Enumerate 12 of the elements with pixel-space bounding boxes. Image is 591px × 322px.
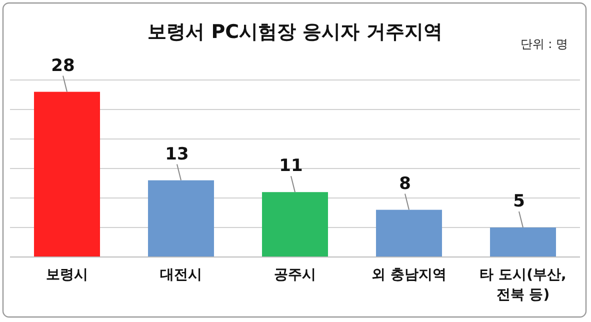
x-tick-label: 보령시 <box>46 267 88 283</box>
data-label: 5 <box>513 192 525 212</box>
x-tick-label: 공주시 <box>274 267 316 283</box>
data-label: 11 <box>279 156 303 176</box>
data-label: 13 <box>165 144 189 164</box>
x-tick-label: 외 충남지역 <box>372 267 446 283</box>
chart-title: 보령서 PC시험장 응시자 거주지역 <box>148 21 442 43</box>
x-tick-label: 대전시 <box>160 267 202 283</box>
x-tick-label: 타 도시(부산, 전북 등) <box>480 267 566 303</box>
data-label: 8 <box>399 174 411 194</box>
text: 단위 : 명 <box>520 37 568 51</box>
data-label: 28 <box>51 56 75 76</box>
